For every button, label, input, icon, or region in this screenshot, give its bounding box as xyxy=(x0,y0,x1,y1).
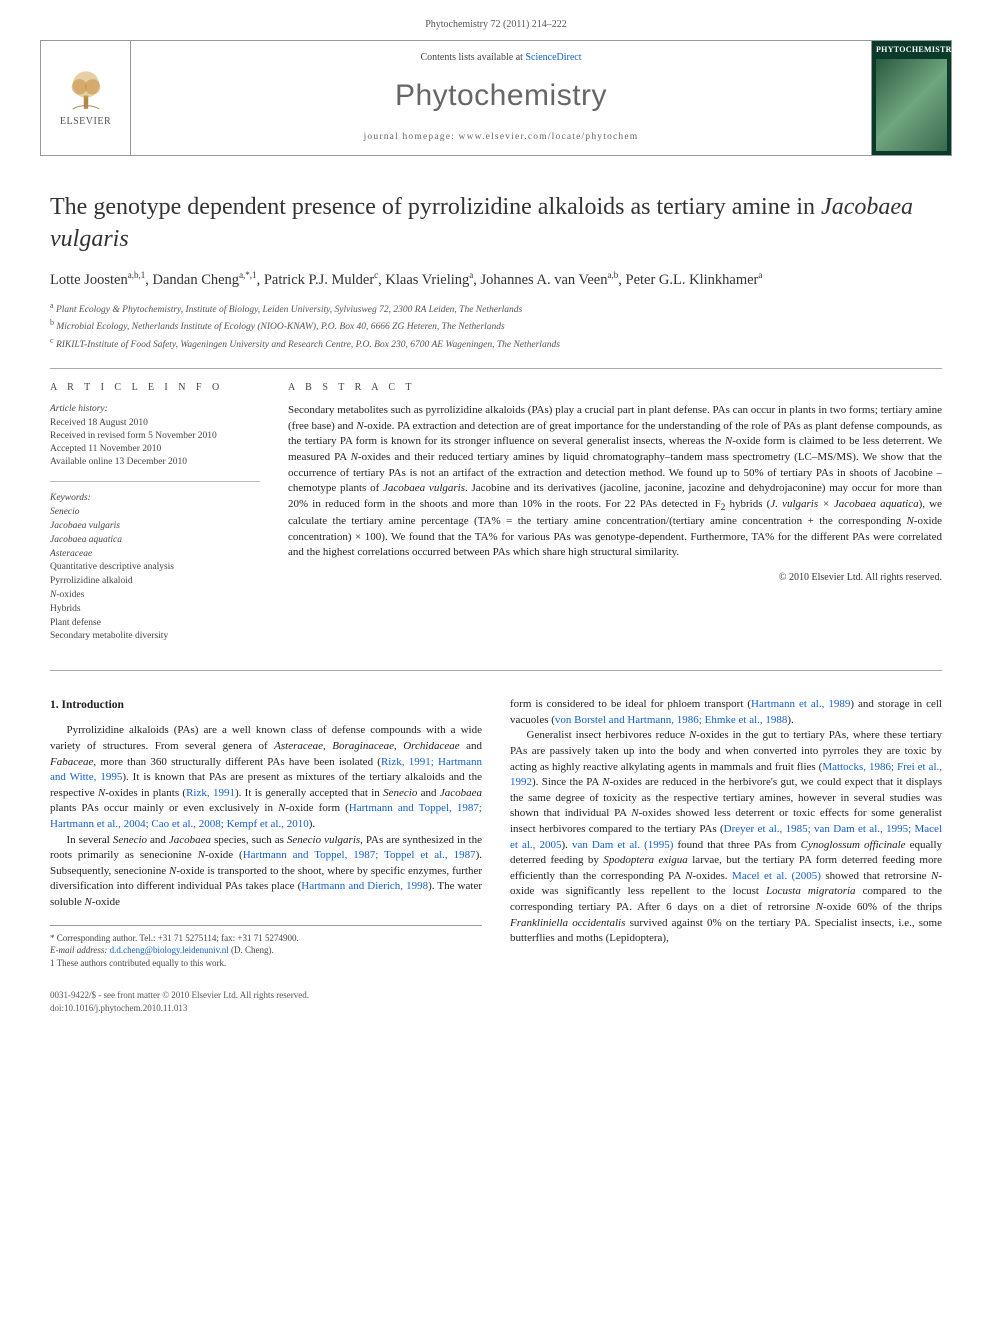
masthead-center: Contents lists available at ScienceDirec… xyxy=(131,41,871,156)
keyword: Secondary metabolite diversity xyxy=(50,630,260,644)
keyword: Pyrrolizidine alkaloid xyxy=(50,575,260,589)
doi-line: doi:10.1016/j.phytochem.2010.11.013 xyxy=(50,1002,942,1014)
keywords-label: Keywords: xyxy=(50,492,260,505)
keyword: Quantitative descriptive analysis xyxy=(50,561,260,575)
contents-available-line: Contents lists available at ScienceDirec… xyxy=(139,51,863,65)
sciencedirect-link[interactable]: ScienceDirect xyxy=(525,52,581,63)
history-item: Available online 13 December 2010 xyxy=(50,456,260,469)
keyword: Jacobaea aquatica xyxy=(50,534,260,548)
body-paragraph: form is considered to be ideal for phloe… xyxy=(510,697,942,728)
keyword: Senecio xyxy=(50,506,260,520)
footnotes: * Corresponding author. Tel.: +31 71 527… xyxy=(50,925,482,970)
body-paragraph: Generalist insect herbivores reduce N-ox… xyxy=(510,728,942,947)
journal-masthead: ELSEVIER Contents lists available at Sci… xyxy=(40,40,952,157)
abstract-text: Secondary metabolites such as pyrrolizid… xyxy=(288,403,942,561)
journal-cover-thumbnail: PHYTOCHEMISTRY xyxy=(871,41,951,156)
abstract-heading: A B S T R A C T xyxy=(288,381,942,395)
abstract-copyright: © 2010 Elsevier Ltd. All rights reserved… xyxy=(288,571,942,585)
homepage-prefix: journal homepage: xyxy=(364,132,459,142)
publisher-name: ELSEVIER xyxy=(60,115,111,129)
author-email-link[interactable]: d.d.cheng@biology.leidenuniv.nl xyxy=(110,945,229,955)
elsevier-tree-icon xyxy=(64,67,108,111)
history-item: Received in revised form 5 November 2010 xyxy=(50,430,260,443)
affiliations: a Plant Ecology & Phytochemistry, Instit… xyxy=(50,300,942,352)
keywords-list: Senecio Jacobaea vulgaris Jacobaea aquat… xyxy=(50,506,260,644)
publisher-logo: ELSEVIER xyxy=(41,41,131,156)
contents-prefix: Contents lists available at xyxy=(420,52,525,63)
body-paragraph: Pyrrolizidine alkaloids (PAs) are a well… xyxy=(50,723,482,832)
email-label: E-mail address: xyxy=(50,945,107,955)
running-head: Phytochemistry 72 (2011) 214–222 xyxy=(0,0,992,40)
article-info-column: A R T I C L E I N F O Article history: R… xyxy=(50,381,260,656)
page-footer: 0031-9422/$ - see front matter © 2010 El… xyxy=(50,989,942,1013)
history-item: Accepted 11 November 2010 xyxy=(50,443,260,456)
journal-homepage-line: journal homepage: www.elsevier.com/locat… xyxy=(139,131,863,144)
body-paragraph: In several Senecio and Jacobaea species,… xyxy=(50,833,482,911)
abstract-column: A B S T R A C T Secondary metabolites su… xyxy=(288,381,942,656)
article-body: 1. Introduction Pyrrolizidine alkaloids … xyxy=(50,697,942,969)
keyword: Jacobaea vulgaris xyxy=(50,520,260,534)
keyword: Hybrids xyxy=(50,603,260,617)
email-suffix: (D. Cheng). xyxy=(231,945,274,955)
keyword: N-oxides xyxy=(50,589,260,603)
keyword: Plant defense xyxy=(50,617,260,631)
affiliation: b Microbial Ecology, Netherlands Institu… xyxy=(50,317,942,334)
equal-contrib-note: 1 These authors contributed equally to t… xyxy=(50,957,482,970)
cover-title: PHYTOCHEMISTRY xyxy=(876,45,947,56)
article-title-plain: The genotype dependent presence of pyrro… xyxy=(50,194,821,220)
article-title: The genotype dependent presence of pyrro… xyxy=(50,192,942,254)
info-divider xyxy=(50,481,260,482)
section-heading: 1. Introduction xyxy=(50,697,482,713)
article-history-label: Article history: xyxy=(50,403,260,416)
affiliation: c RIKILT-Institute of Food Safety, Wagen… xyxy=(50,335,942,352)
affiliation: a Plant Ecology & Phytochemistry, Instit… xyxy=(50,300,942,317)
article-info-heading: A R T I C L E I N F O xyxy=(50,381,260,395)
keyword: Asteraceae xyxy=(50,548,260,562)
author-list: Lotte Joostena,b,1, Dandan Chenga,*,1, P… xyxy=(50,269,942,290)
front-matter-line: 0031-9422/$ - see front matter © 2010 El… xyxy=(50,989,942,1001)
homepage-url[interactable]: www.elsevier.com/locate/phytochem xyxy=(459,132,639,142)
cover-image-icon xyxy=(876,59,947,151)
email-note: E-mail address: d.d.cheng@biology.leiden… xyxy=(50,944,482,957)
journal-name: Phytochemistry xyxy=(139,76,863,117)
corresponding-author-note: * Corresponding author. Tel.: +31 71 527… xyxy=(50,932,482,945)
history-item: Received 18 August 2010 xyxy=(50,417,260,430)
